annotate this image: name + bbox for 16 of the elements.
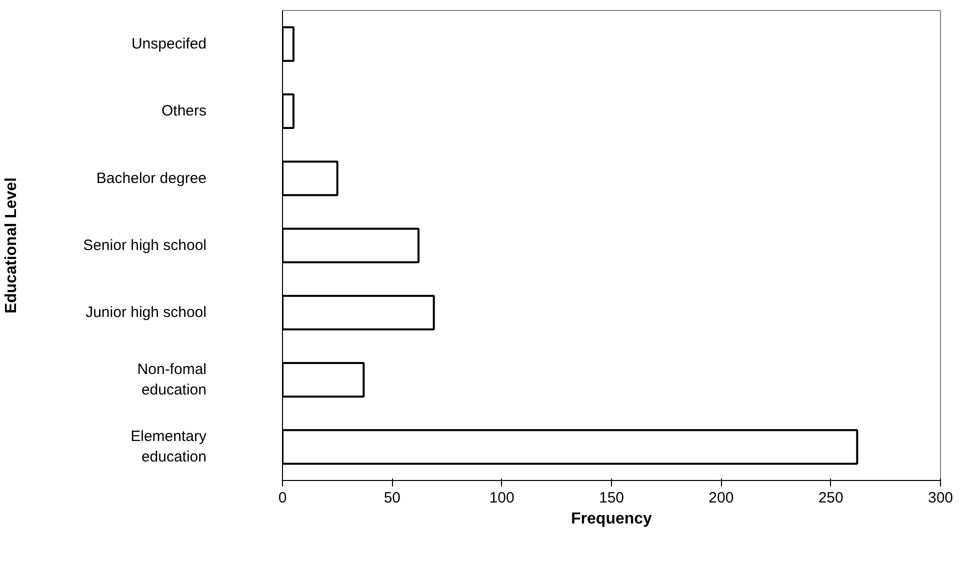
y-tick-label: Junior high school <box>86 304 207 322</box>
y-tick-label: Non-fomal education <box>137 361 207 398</box>
x-tick-label: 300 <box>928 490 954 506</box>
x-tick-label: 0 <box>278 490 287 506</box>
x-tick-label: 150 <box>598 490 624 506</box>
y-tick-label: Bachelor degree <box>96 170 206 187</box>
y-tick-label: Unspecifed <box>131 36 207 53</box>
y-tick-label: Others <box>161 102 206 120</box>
x-tick-label: 50 <box>384 490 401 506</box>
x-axis-title: Frequency <box>571 510 652 528</box>
x-tick-label: 250 <box>818 490 844 506</box>
y-tick-label: Elementary education <box>130 428 207 466</box>
x-tick-label: 100 <box>489 490 514 506</box>
y-tick-label: Senior high school <box>83 237 207 254</box>
x-tick-label: 200 <box>708 490 734 506</box>
y-axis-title: Educational Level <box>3 177 20 314</box>
